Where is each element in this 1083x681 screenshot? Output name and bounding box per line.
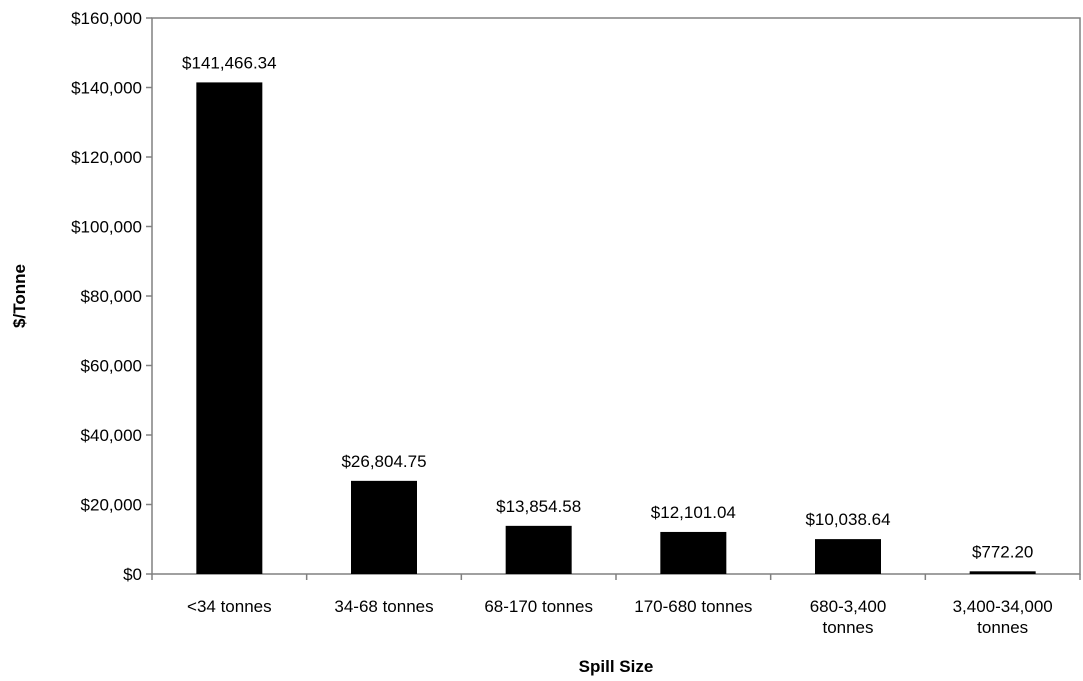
plot-area-border [151,17,1081,575]
data-label-6: $772.20 [972,542,1033,561]
bar-2 [351,480,417,574]
x-tick-label-4: 170-680 tonnes [634,597,752,616]
y-tick-label: $100,000 [71,218,142,237]
y-tick-label: $140,000 [71,79,142,98]
x-tick-label-6: 3,400-34,000 tonnes [953,597,1053,637]
plot-frame [151,17,1081,575]
bar-5 [815,539,881,574]
bar-1 [196,82,263,574]
data-labels: $141,466.34 $26,804.75 $13,854.58 $12,101.0… [182,53,1033,561]
y-axis-title: $/Tonne [10,264,29,328]
y-axis-ticks: $0 $20,000 $40,000 $60,000 $80,000 $100,000 $1… [71,9,152,584]
data-label-5: $10,038.64 [805,510,890,529]
x-axis-title: Spill Size [579,657,654,676]
data-label-2: $26,804.75 [341,452,426,471]
y-tick-label: $40,000 [81,426,142,445]
y-tick-label: $160,000 [71,9,142,28]
data-label-4: $12,101.04 [651,503,736,522]
data-label-3: $13,854.58 [496,497,581,516]
x-tick-label-2: 34-68 tonnes [334,597,433,616]
bar-3 [505,525,572,574]
y-tick-label: $120,000 [71,148,142,167]
y-tick-label: $20,000 [81,496,142,515]
bars [196,82,1036,574]
data-label-1: $141,466.34 [182,53,277,72]
bar-4 [660,531,727,574]
y-tick-label: $80,000 [81,287,142,306]
x-axis-ticks: <34 tonnes 34-68 tonnes 68-170 tonnes 170-6… [151,574,1081,637]
bar-6 [969,571,1036,574]
x-tick-label-5: 680-3,400 tonnes [810,597,887,637]
x-tick-label-1: <34 tonnes [187,597,272,616]
y-tick-label: $0 [123,565,142,584]
y-tick-label: $60,000 [81,357,142,376]
x-tick-label-3: 68-170 tonnes [484,597,593,616]
